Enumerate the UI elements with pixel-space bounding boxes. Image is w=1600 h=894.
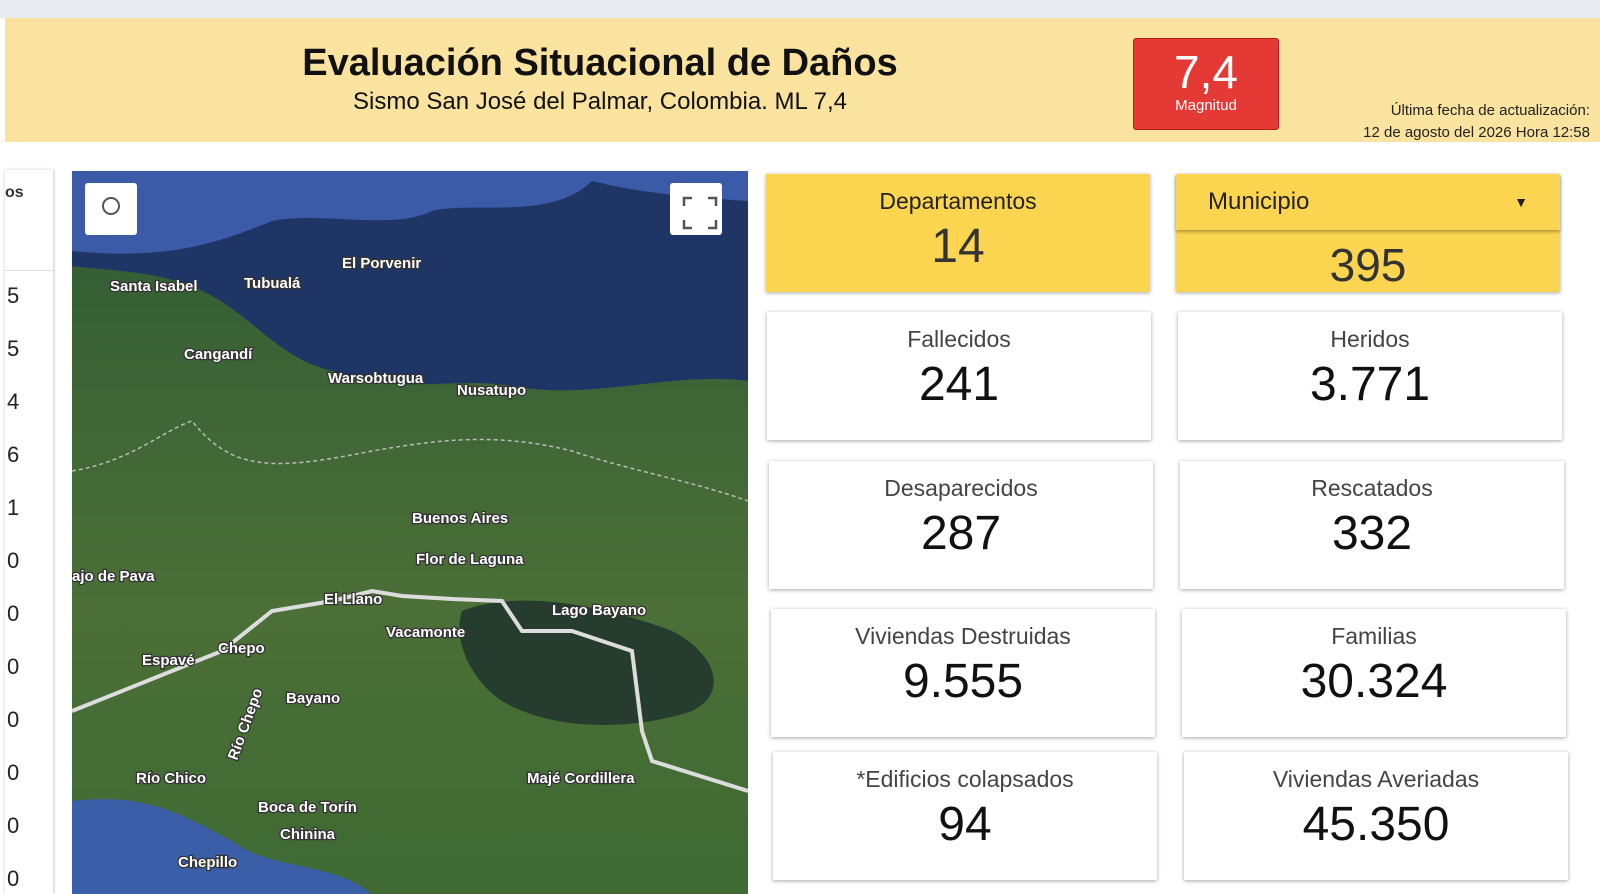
road: [72, 588, 748, 793]
stat-label: Heridos: [1330, 326, 1410, 352]
magnitude-value: 7,4: [1174, 46, 1238, 98]
map-label: Santa Isabel: [110, 278, 198, 295]
map-label: Vacamonte: [386, 624, 465, 641]
stat-label: Viviendas Averiadas: [1272, 766, 1480, 792]
side-value: 1: [7, 495, 20, 520]
map-label: Boca de Torín: [258, 799, 357, 816]
side-value: 5: [7, 283, 20, 308]
stat-label: Familias: [1331, 623, 1417, 649]
stat-card: Familias 30.324: [1182, 609, 1566, 737]
map-label: Flor de Laguna: [416, 551, 524, 568]
map-label: El Porvenir: [342, 255, 421, 272]
map-label: Río Chico: [136, 770, 206, 787]
side-value: 4: [7, 389, 20, 414]
stat-card: Viviendas Destruidas 9.555: [771, 609, 1155, 737]
dropdown-arrow: ▼: [1514, 194, 1528, 210]
stat-value: 9.555: [902, 655, 1024, 708]
departamentos-card: Departamentos 14: [766, 174, 1150, 292]
locate-icon: [102, 197, 120, 215]
stat-card: Heridos 3.771: [1178, 312, 1562, 440]
stat-card: Rescatados 332: [1180, 461, 1564, 589]
title: Evaluación Situacional de Daños: [302, 42, 898, 84]
stat-value: 45.350: [1302, 798, 1450, 851]
stat-card: Fallecidos 241: [767, 312, 1151, 440]
stat-label: Viviendas Destruidas: [855, 623, 1071, 649]
map-label: ajo de Pava: [72, 568, 155, 585]
magnitude-box: 7,4 Magnitud: [1133, 38, 1279, 130]
card-label: Departamentos: [879, 188, 1037, 214]
stat-card: Viviendas Averiadas 45.350: [1184, 752, 1568, 880]
stat-label: Fallecidos: [907, 326, 1011, 352]
dropdown-label: Municipio: [1208, 188, 1310, 215]
map-label: Buenos Aires: [412, 510, 508, 527]
side-value: 0: [7, 866, 20, 891]
municipio-card: Municipio ▼ 395: [1176, 174, 1560, 292]
map[interactable]: Santa Isabel Tubualá El Porvenir Cangandí Wa…: [72, 171, 748, 894]
header: [5, 18, 1600, 142]
side-table: os 5 5 4 6 1 0 0 0 0 0 0 0: [5, 170, 54, 894]
map-label: Lago Bayano: [552, 602, 646, 619]
stat-value: 3.771: [1309, 358, 1431, 411]
fullscreen-icon: [682, 196, 718, 230]
south-sea: [72, 799, 372, 894]
map-svg: Santa Isabel Tubualá El Porvenir Cangandí Wa…: [72, 171, 748, 894]
stat-card: Desaparecidos 287: [769, 461, 1153, 589]
side-value: 5: [7, 336, 20, 361]
stat-value: 287: [920, 507, 1002, 560]
side-value: 0: [7, 654, 20, 679]
top-bar: [0, 0, 1600, 18]
side-value: 6: [7, 442, 20, 467]
card-value: 14: [931, 220, 985, 273]
stat-label: Desaparecidos: [884, 475, 1038, 501]
stat-value: 332: [1331, 507, 1413, 560]
stat-value: 241: [918, 358, 1000, 411]
map-label: Nusatupo: [457, 382, 526, 399]
locate-button[interactable]: [85, 183, 137, 235]
border: [72, 420, 748, 502]
stat-value: 94: [938, 798, 992, 851]
side-value: 0: [7, 601, 20, 626]
map-label: Bayano: [286, 690, 340, 707]
map-label: Warsobtugua: [328, 370, 424, 387]
magnitude-label: Magnitud: [1175, 97, 1237, 114]
side-value: 0: [7, 813, 20, 838]
update-label: Última fecha de actualización:: [1390, 102, 1590, 119]
side-value: 0: [7, 760, 20, 785]
map-label: Espavé: [142, 652, 195, 669]
divider: [5, 270, 53, 271]
map-label: Chepillo: [178, 854, 237, 871]
map-label: Tubualá: [244, 275, 301, 292]
stat-label: Rescatados: [1311, 475, 1433, 501]
update-info: Última fecha de actualización: 12 de ago…: [1363, 100, 1590, 144]
map-label: Cangandí: [184, 346, 253, 363]
side-value: 0: [7, 548, 20, 573]
stat-card: *Edificios colapsados 94: [773, 752, 1157, 880]
map-label: El Llano: [324, 591, 382, 608]
stat-label: *Edificios colapsados: [856, 766, 1074, 792]
deep-sea: [72, 171, 748, 254]
municipio-dropdown[interactable]: Municipio ▼: [1176, 174, 1560, 230]
update-date: 12 de agosto del 2026 Hora 12:58: [1363, 124, 1590, 141]
map-label: Chepo: [218, 640, 265, 657]
stat-value: 30.324: [1300, 655, 1448, 708]
card-value: 395: [1329, 239, 1407, 291]
subtitle: Sismo San José del Palmar, Colombia. ML …: [352, 88, 847, 115]
side-header: os: [5, 184, 24, 201]
map-label: Majé Cordillera: [527, 770, 635, 787]
map-label: Chinina: [280, 826, 336, 843]
side-value: 0: [7, 707, 20, 732]
